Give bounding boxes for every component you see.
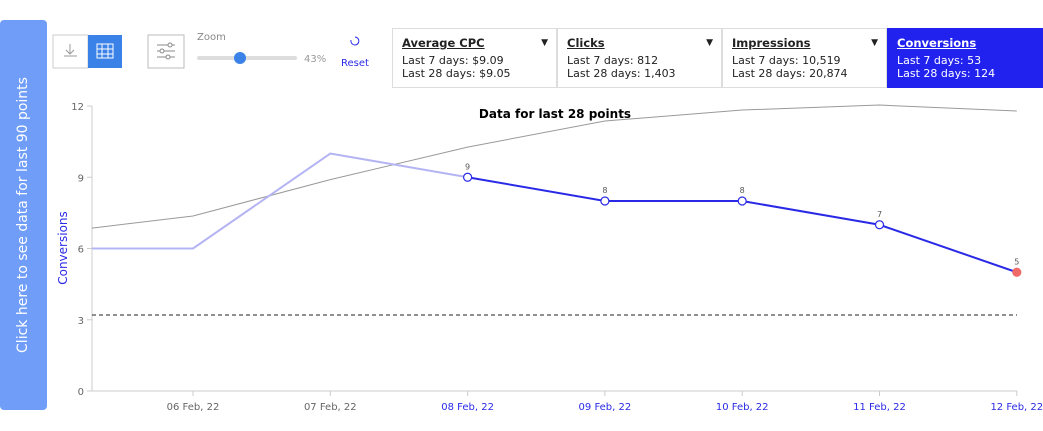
- x-tick-label: 06 Feb, 22: [167, 402, 220, 413]
- data-label: 5: [1014, 257, 1019, 266]
- metric-title: Conversions: [897, 36, 977, 50]
- dropdown-arrow[interactable]: ▼: [871, 38, 878, 48]
- reset-icon: [350, 36, 360, 46]
- metric-line: Last 28 days: $9.05: [402, 67, 511, 80]
- data-label: 9: [465, 162, 470, 171]
- metric-line: Last 28 days: 1,403: [567, 67, 676, 80]
- dropdown-arrow[interactable]: ▼: [706, 38, 713, 48]
- table-button[interactable]: [88, 35, 122, 68]
- y-tick-label: 3: [78, 316, 84, 327]
- metric-line: Last 28 days: 124: [897, 67, 996, 80]
- data-point: [737, 196, 747, 206]
- x-tick-label: 09 Feb, 22: [579, 402, 632, 413]
- metric-line: Last 7 days: 10,519: [732, 54, 841, 67]
- series-line: [92, 152, 468, 250]
- metric-title: Average CPC: [402, 36, 485, 50]
- x-tick-label: 08 Feb, 22: [441, 402, 494, 413]
- metric-title: Impressions: [732, 36, 811, 50]
- metric-card[interactable]: Clicks Last 7 days: 812 Last 28 days: 1,40…: [557, 28, 722, 88]
- metric-card[interactable]: Conversions Last 7 days: 53 Last 28 days: …: [887, 28, 1043, 88]
- data-point: [463, 172, 473, 182]
- zoom-track[interactable]: [197, 56, 297, 60]
- dropdown-arrow[interactable]: ▼: [541, 38, 548, 48]
- download-button[interactable]: [52, 34, 89, 69]
- metric-card[interactable]: Impressions Last 7 days: 10,519 Last 28 da…: [722, 28, 887, 88]
- metric-card[interactable]: Average CPC Last 7 days: $9.09 Last 28 day…: [392, 28, 557, 88]
- y-tick-label: 0: [78, 387, 84, 398]
- series-line: [91, 104, 1017, 229]
- reset-button[interactable]: Reset: [341, 58, 369, 69]
- data-label: 7: [877, 210, 882, 219]
- y-tick-label: 12: [71, 102, 84, 113]
- y-tick-label: 9: [78, 173, 84, 184]
- side-button[interactable]: Click here to see data for last 90 point…: [0, 20, 47, 410]
- zoom-label: Zoom: [197, 32, 226, 43]
- metric-line: Last 7 days: $9.09: [402, 54, 504, 67]
- data-point: [600, 196, 610, 206]
- x-tick-label: 11 Feb, 22: [853, 402, 906, 413]
- data-point: [1012, 267, 1022, 277]
- data-point: [874, 220, 885, 230]
- x-tick-label: 12 Feb, 22: [990, 402, 1043, 413]
- y-axis-label: Conversions: [56, 211, 70, 285]
- metric-line: Last 28 days: 20,874: [732, 67, 848, 80]
- metric-line: Last 7 days: 812: [567, 54, 659, 67]
- zoom-value: 43%: [304, 54, 326, 65]
- data-label: 8: [602, 186, 607, 195]
- data-label: 8: [740, 186, 745, 195]
- metric-title: Clicks: [567, 36, 605, 50]
- y-tick-label: 6: [78, 245, 84, 256]
- filter-button[interactable]: [147, 34, 185, 69]
- metric-line: Last 7 days: 53: [897, 54, 982, 67]
- x-tick-label: 07 Feb, 22: [304, 402, 357, 413]
- x-tick-label: 10 Feb, 22: [716, 402, 769, 413]
- chart-title: Data for last 28 points: [479, 107, 631, 121]
- zoom-knob[interactable]: [234, 52, 246, 64]
